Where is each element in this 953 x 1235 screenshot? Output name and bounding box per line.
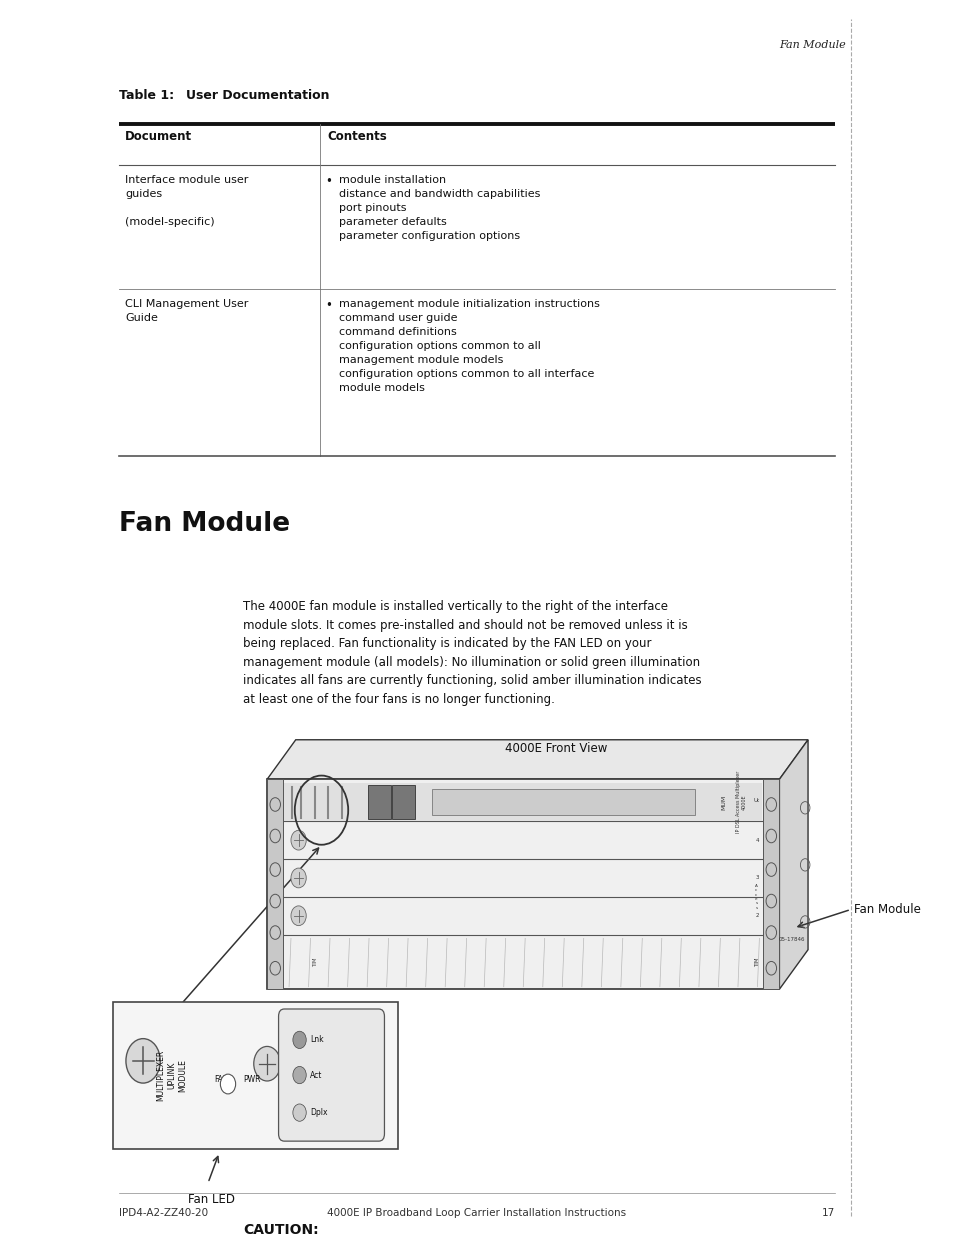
Circle shape [293, 1066, 306, 1084]
Text: IPD4-A2-ZZ40-20: IPD4-A2-ZZ40-20 [119, 1208, 208, 1218]
Circle shape [253, 1046, 280, 1081]
FancyBboxPatch shape [278, 1009, 384, 1141]
Text: The 4000E fan module is installed vertically to the right of the interface
modul: The 4000E fan module is installed vertic… [243, 600, 701, 705]
Text: Fan LED: Fan LED [188, 1193, 235, 1207]
Text: •: • [325, 175, 332, 189]
Text: PWR: PWR [243, 1074, 260, 1084]
FancyBboxPatch shape [112, 1002, 397, 1149]
Text: Contents: Contents [327, 130, 387, 143]
Text: MULTIPLEXER
UPLINK
MODULE: MULTIPLEXER UPLINK MODULE [155, 1050, 188, 1100]
Text: 3: 3 [755, 876, 759, 881]
Text: management module initialization instructions
command user guide
command definit: management module initialization instruc… [338, 299, 598, 393]
Polygon shape [368, 785, 391, 820]
Text: 2: 2 [755, 913, 759, 919]
Circle shape [126, 1039, 160, 1083]
Circle shape [293, 1104, 306, 1121]
Text: A
c
c
e
s
s: A c c e s s [754, 884, 757, 910]
Text: Fan Module: Fan Module [779, 40, 845, 49]
Polygon shape [762, 779, 779, 989]
Text: Fan Module: Fan Module [853, 903, 920, 916]
Polygon shape [432, 789, 695, 815]
Text: •: • [325, 299, 332, 312]
Circle shape [220, 1074, 235, 1094]
Text: 4000E Front View: 4000E Front View [505, 742, 607, 756]
Text: IP DSL Access Multiplexer
4000E: IP DSL Access Multiplexer 4000E [735, 771, 746, 834]
Text: Fan Module: Fan Module [119, 511, 290, 537]
Text: Interface module user
guides

(model-specific): Interface module user guides (model-spec… [125, 175, 248, 227]
Polygon shape [267, 779, 283, 989]
Circle shape [291, 906, 306, 926]
Polygon shape [267, 740, 807, 779]
Text: TIM: TIM [755, 957, 760, 967]
Text: 05-17846: 05-17846 [778, 937, 804, 942]
Text: Ut: Ut [753, 798, 759, 803]
Text: CLI Management User
Guide: CLI Management User Guide [125, 299, 248, 322]
Text: User Documentation: User Documentation [186, 89, 329, 103]
Text: Table 1:: Table 1: [119, 89, 174, 103]
Text: MUM: MUM [720, 794, 726, 810]
Polygon shape [779, 740, 807, 989]
Circle shape [293, 1031, 306, 1049]
Text: 17: 17 [821, 1208, 834, 1218]
Text: 4000E IP Broadband Loop Carrier Installation Instructions: 4000E IP Broadband Loop Carrier Installa… [327, 1208, 626, 1218]
Text: TIM: TIM [313, 957, 317, 967]
Circle shape [291, 830, 306, 850]
Polygon shape [392, 785, 415, 820]
Polygon shape [284, 783, 761, 821]
Text: CAUTION:: CAUTION: [243, 1223, 318, 1235]
Circle shape [291, 868, 306, 888]
Text: Dplx: Dplx [310, 1108, 327, 1118]
Text: Lnk: Lnk [310, 1035, 323, 1045]
Text: FAN: FAN [214, 1074, 229, 1084]
Text: Document: Document [125, 130, 192, 143]
Polygon shape [267, 779, 779, 989]
Text: 4: 4 [755, 837, 759, 842]
Text: Act: Act [310, 1071, 322, 1079]
Text: module installation
distance and bandwidth capabilities
port pinouts
parameter d: module installation distance and bandwid… [338, 175, 539, 241]
